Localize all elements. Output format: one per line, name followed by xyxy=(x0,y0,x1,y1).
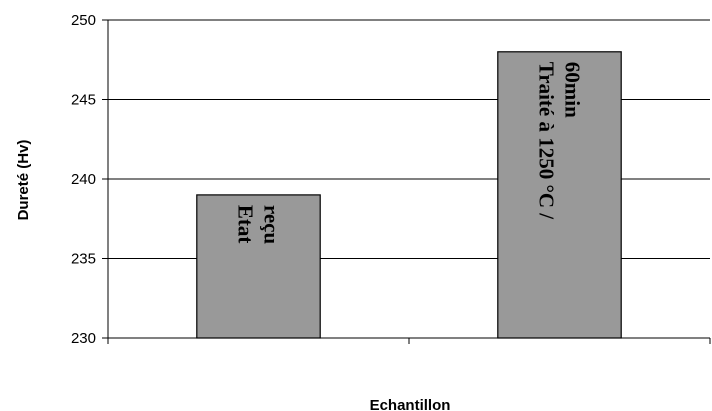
y-tick-label: 240 xyxy=(71,171,96,188)
y-axis-title: Dureté (Hv) xyxy=(15,140,32,221)
bar-label-1: Traité à 1250 °C /60min xyxy=(535,62,585,220)
bar-1 xyxy=(497,51,622,339)
y-tick-labels: 230 235 240 245 250 xyxy=(71,12,96,347)
bar-labels: Etatreçu Traité à 1250 °C /60min xyxy=(234,62,585,245)
bar-label-line: 60min xyxy=(561,62,585,118)
x-axis-title: Echantillon xyxy=(370,397,451,411)
bar-label-0: Etatreçu xyxy=(234,205,284,245)
y-tick-label: 235 xyxy=(71,251,96,268)
y-tick-label: 230 xyxy=(71,330,96,347)
y-tick-label: 250 xyxy=(71,12,96,29)
bar-label-line: Etat xyxy=(234,205,258,244)
bar-label-line: reçu xyxy=(260,205,284,245)
y-tick-label: 245 xyxy=(71,92,96,109)
bar-label-line: Traité à 1250 °C / xyxy=(535,62,559,220)
axes xyxy=(102,19,711,344)
bar-0 xyxy=(196,194,321,339)
